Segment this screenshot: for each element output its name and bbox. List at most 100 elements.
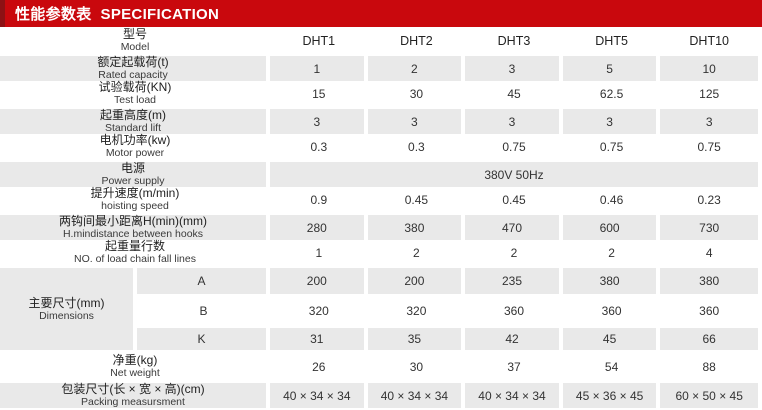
row-label-model: 型号 Model [0, 27, 270, 54]
dim-key-text: A [197, 274, 206, 288]
table-row-rated-capacity: 额定起载荷(t) Rated capacity 1 2 3 5 10 [0, 54, 758, 83]
row-label: 起重高度(m) Standard lift [0, 107, 270, 136]
value-text: 730 [699, 220, 720, 235]
value-cell: 45 × 36 × 45 [562, 381, 661, 410]
row-label-zh: 电源 [120, 161, 145, 175]
value-text: 125 [699, 86, 720, 101]
value-cell: 280 [270, 213, 368, 242]
value-cell: 4 [660, 239, 758, 266]
value-text: 37 [507, 359, 521, 374]
value-text: 2 [608, 245, 615, 260]
column-header-text: DHT1 [302, 33, 336, 48]
header-bar: 性能参数表 SPECIFICATION [0, 0, 762, 27]
value-cell: 320 [270, 296, 368, 326]
column-header-dht10: DHT10 [660, 27, 758, 54]
value-text: 200 [306, 274, 327, 288]
value-cell: 0.75 [465, 133, 563, 160]
value-cell: 235 [465, 266, 563, 296]
column-header-text: DHT10 [689, 33, 729, 48]
value-text: 45 × 36 × 45 [575, 388, 644, 403]
value-text: 45 [507, 86, 521, 101]
value-cell: 125 [660, 80, 758, 107]
value-cell: 730 [660, 213, 758, 242]
table-row-model: 型号 Model DHT1 DHT2 DHT3 DHT5 DHT10 [0, 27, 758, 54]
row-label-zh: 主要尺寸(mm) [28, 295, 105, 310]
column-header-dht1: DHT1 [270, 27, 368, 54]
value-cell: 40 × 34 × 34 [465, 381, 563, 410]
column-header-dht5: DHT5 [563, 27, 661, 54]
value-text: 360 [503, 304, 524, 318]
row-label-en: hoisting speed [101, 200, 169, 212]
value-text: 2 [411, 61, 418, 76]
value-text: 360 [699, 304, 720, 318]
row-label-zh: 试验载荷(KN) [98, 80, 172, 94]
dim-key-k: K [137, 326, 270, 352]
row-label-en: H.mindistance between hooks [62, 228, 204, 240]
column-header-dht2: DHT2 [368, 27, 466, 54]
value-cell: 31 [270, 326, 368, 352]
value-cell: 88 [660, 352, 758, 381]
value-text: 0.75 [697, 139, 721, 154]
value-text: 1 [315, 245, 323, 260]
value-cell: 0.75 [660, 133, 758, 160]
value-text: 3 [411, 114, 418, 129]
value-cell: 0.3 [368, 133, 466, 160]
value-text: 380 [404, 220, 425, 235]
page-title-zh: 性能参数表 [15, 6, 92, 23]
table-row-hoisting-speed: 提升速度(m/min) hoisting speed 0.9 0.45 0.45… [0, 186, 758, 213]
value-cell: 2 [368, 239, 466, 266]
row-label-zh: 额定起载荷(t) [97, 55, 169, 69]
row-label: 净重(kg) Net weight [0, 352, 270, 381]
table-row-test-load: 试验载荷(KN) Test load 15 30 45 62.5 125 [0, 80, 758, 107]
value-text: 380V 50Hz [484, 167, 544, 182]
value-cell: 320 [368, 296, 466, 326]
dim-key-text: B [199, 304, 208, 318]
row-label-en: Model [120, 41, 150, 53]
dim-key-a: A [137, 266, 270, 296]
value-text: 26 [312, 359, 326, 374]
value-text: 600 [599, 220, 620, 235]
table-row-standard-lift: 起重高度(m) Standard lift 3 3 3 3 3 [0, 107, 758, 136]
value-text: 60 × 50 × 45 [675, 388, 743, 403]
value-cell: 1 [270, 239, 368, 266]
row-label: 包装尺寸(长 × 宽 × 高)(cm) Packing measursment [0, 381, 270, 410]
value-cell: 0.45 [465, 186, 563, 213]
value-text: 54 [604, 359, 619, 374]
value-text: 235 [501, 274, 522, 288]
row-label-en: Rated capacity [98, 69, 168, 81]
row-label-zh: 起重量行数 [104, 239, 165, 253]
value-cell: 3 [465, 107, 563, 136]
value-cell: 45 [562, 326, 661, 352]
value-text: 1 [313, 61, 321, 76]
value-cell: 60 × 50 × 45 [660, 381, 758, 410]
table-row-packing: 包装尺寸(长 × 宽 × 高)(cm) Packing measursment … [0, 381, 758, 410]
value-cell: 42 [465, 326, 563, 352]
value-cell: 0.23 [660, 186, 758, 213]
row-label: 提升速度(m/min) hoisting speed [0, 186, 270, 213]
row-label-en: NO. of load chain fall lines [74, 253, 196, 265]
value-text: 320 [308, 304, 329, 318]
row-label: 试验载荷(KN) Test load [0, 80, 270, 107]
value-cell: 0.45 [368, 186, 466, 213]
value-cell: 2 [465, 239, 563, 266]
value-text: 3 [508, 114, 516, 129]
value-text: 3 [606, 114, 613, 129]
value-text: 31 [310, 332, 324, 346]
row-label-en: Standard lift [104, 122, 162, 134]
table-group-dimensions: 主要尺寸(mm) Dimensions A 200 200 235 380 38… [0, 266, 758, 352]
value-cell: 600 [562, 213, 661, 242]
table-row-net-weight: 净重(kg) Net weight 26 30 37 54 88 [0, 352, 758, 381]
value-text: 0.3 [408, 139, 425, 154]
value-cell: 40 × 34 × 34 [270, 381, 368, 410]
value-text: 200 [404, 274, 425, 288]
value-cell: 360 [660, 296, 758, 326]
value-text: 30 [409, 359, 424, 374]
value-text: 40 × 34 × 34 [283, 388, 351, 403]
value-text: 40 × 34 × 34 [478, 388, 546, 403]
dim-key-text: K [197, 332, 206, 346]
value-text: 62.5 [599, 86, 624, 101]
value-text: 0.45 [502, 192, 526, 207]
table-row-motor-power: 电机功率(kw) Motor power 0.3 0.3 0.75 0.75 0… [0, 133, 758, 160]
value-text: 0.23 [697, 192, 721, 207]
